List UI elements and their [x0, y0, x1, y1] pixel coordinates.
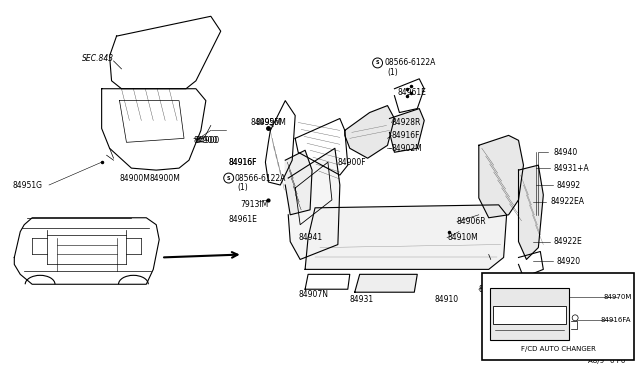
Text: 84906R: 84906R [457, 217, 486, 226]
Text: 84995M: 84995M [250, 118, 282, 127]
Text: 84910: 84910 [434, 295, 458, 304]
Text: (1): (1) [387, 68, 398, 77]
Text: 84900F: 84900F [338, 158, 367, 167]
Text: 84900M: 84900M [120, 174, 150, 183]
Text: 84907N: 84907N [298, 290, 328, 299]
Text: 84910M: 84910M [447, 233, 478, 242]
Text: (1): (1) [237, 183, 248, 192]
Polygon shape [285, 150, 312, 215]
Text: 84995M: 84995M [255, 118, 286, 127]
Text: 84900: 84900 [194, 136, 218, 145]
Text: 84970M: 84970M [603, 294, 632, 300]
Text: 84951G: 84951G [12, 180, 42, 189]
Polygon shape [288, 148, 340, 259]
Text: 84992: 84992 [556, 180, 580, 189]
Polygon shape [355, 274, 417, 292]
Text: 08566-6122A: 08566-6122A [235, 174, 286, 183]
Polygon shape [305, 205, 507, 269]
Text: 84920: 84920 [556, 257, 580, 266]
Text: 84941: 84941 [298, 233, 323, 242]
Text: 84928R: 84928R [392, 118, 421, 127]
Polygon shape [390, 109, 424, 152]
Text: A8/9^0 P0: A8/9^0 P0 [588, 358, 626, 364]
Text: 84940: 84940 [553, 148, 577, 157]
Text: S: S [376, 60, 380, 65]
Text: 08566-6122A: 08566-6122A [385, 58, 436, 67]
Text: 84902M: 84902M [392, 144, 422, 153]
Polygon shape [345, 106, 394, 158]
Text: 84931+A: 84931+A [553, 164, 589, 173]
Bar [490, 288, 569, 340]
Text: 84916F: 84916F [228, 158, 257, 167]
Text: 84916F: 84916F [228, 158, 257, 167]
Text: 84937N: 84937N [479, 285, 509, 294]
Text: 84961E: 84961E [397, 88, 426, 97]
Text: 7913IM: 7913IM [241, 201, 269, 209]
Text: 84916F: 84916F [392, 131, 420, 140]
Text: 84922EA: 84922EA [550, 198, 584, 206]
Text: 84900: 84900 [196, 136, 220, 145]
Polygon shape [518, 165, 543, 259]
Text: S: S [227, 176, 230, 180]
Text: 84900M: 84900M [149, 174, 180, 183]
Text: 84916FA: 84916FA [601, 317, 632, 323]
Text: F/CD AUTO CHANGER: F/CD AUTO CHANGER [521, 346, 596, 352]
Text: 84961E: 84961E [228, 215, 257, 224]
Bar [482, 273, 634, 359]
Bar [493, 306, 566, 324]
Polygon shape [479, 135, 524, 218]
Text: 84931: 84931 [350, 295, 374, 304]
Text: 84922E: 84922E [553, 237, 582, 246]
Text: SEC.843: SEC.843 [82, 54, 114, 64]
